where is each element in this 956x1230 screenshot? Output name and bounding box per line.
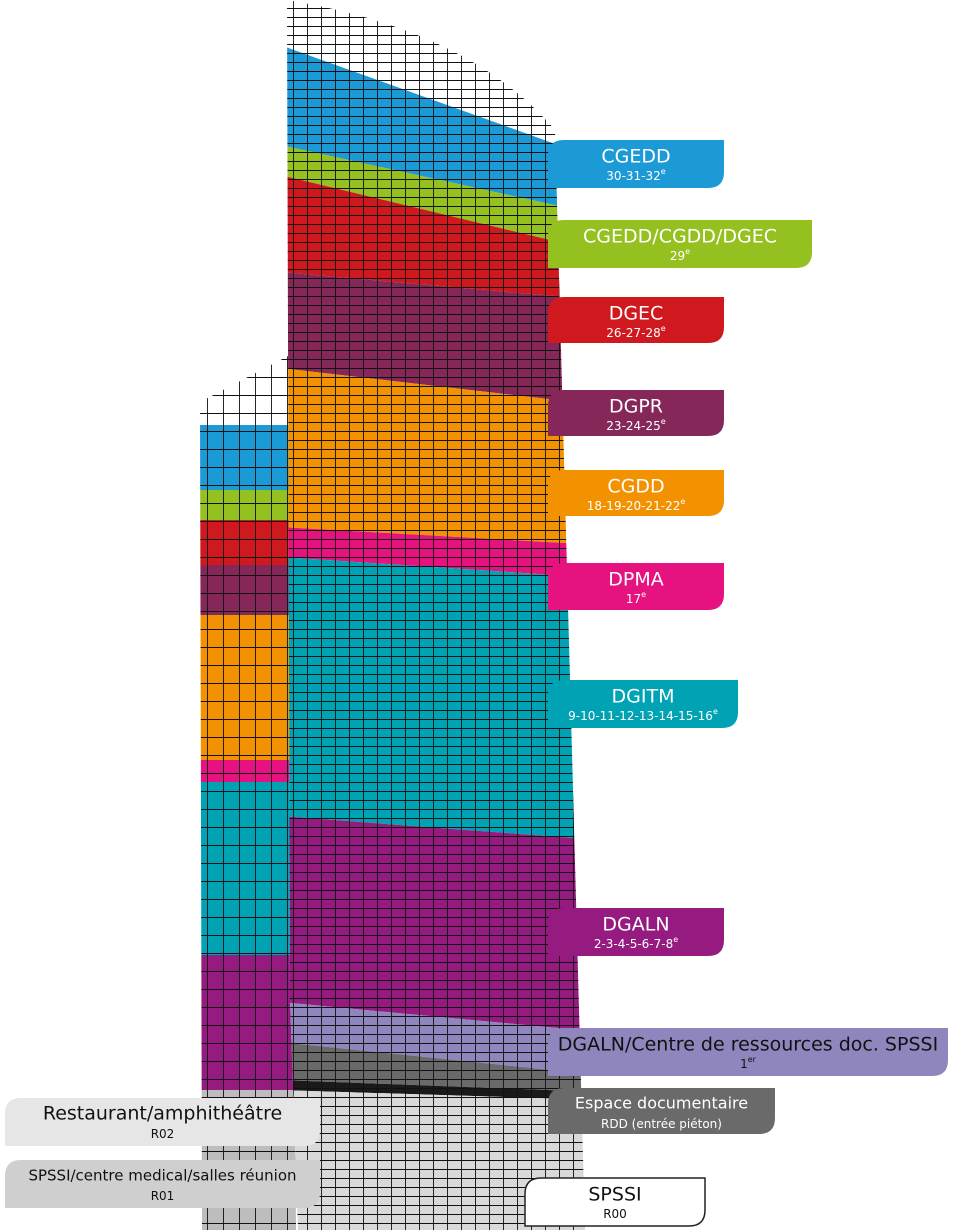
- floor-suffix: e: [641, 590, 646, 599]
- floors: 9-10-11-12-13-14-15-16: [568, 709, 713, 723]
- label-name: SPSSI/centre medical/salles réunion: [28, 1167, 296, 1185]
- left-wing: [190, 340, 300, 1230]
- label-floors: 9-10-11-12-13-14-15-16e: [568, 707, 718, 723]
- floor-suffix: e: [680, 497, 685, 506]
- label-name: CGEDD/CGDD/DGEC: [583, 226, 777, 248]
- label-name: CGEDD: [601, 146, 670, 168]
- floors: 29: [670, 249, 685, 263]
- floors: RDD (entrée piéton): [601, 1117, 722, 1131]
- label-name: DGALN: [602, 914, 669, 936]
- label-name: DGPR: [609, 396, 663, 418]
- floor-suffix: e: [661, 324, 666, 333]
- label-name: DPMA: [608, 569, 663, 591]
- label-floors: 30-31-32e: [606, 167, 665, 183]
- floor-suffix: er: [748, 1055, 757, 1064]
- label-floors: R01: [151, 1189, 175, 1203]
- floors: 26-27-28: [606, 326, 660, 340]
- label-name: DGEC: [609, 303, 664, 325]
- label-name: DGITM: [612, 686, 675, 708]
- label-name: SPSSI: [588, 1184, 641, 1206]
- building-diagram: CGEDD30-31-32eCGEDD/CGDD/DGEC29eDGEC26-2…: [0, 0, 956, 1230]
- floor-suffix: e: [673, 935, 678, 944]
- label-name: Restaurant/amphithéâtre: [43, 1103, 282, 1125]
- floor-suffix: e: [661, 417, 666, 426]
- label-floors: 18-19-20-21-22e: [587, 497, 686, 513]
- label-floors: 23-24-25e: [606, 417, 665, 433]
- floors: 30-31-32: [606, 169, 660, 183]
- label-floors: 2-3-4-5-6-7-8e: [594, 935, 678, 951]
- floors: R01: [151, 1189, 175, 1203]
- floors: 17: [626, 592, 641, 606]
- floors: 18-19-20-21-22: [587, 499, 681, 513]
- floors: 23-24-25: [606, 419, 660, 433]
- label-name: Espace documentaire: [575, 1094, 748, 1113]
- floors: 2-3-4-5-6-7-8: [594, 937, 673, 951]
- floor-suffix: e: [661, 167, 666, 176]
- floor-suffix: e: [685, 247, 690, 256]
- label-floors: R02: [151, 1127, 175, 1141]
- label-floors: R00: [603, 1207, 627, 1221]
- floor-suffix: e: [713, 707, 718, 716]
- label-floors: RDD (entrée piéton): [601, 1117, 722, 1131]
- label-name: CGDD: [607, 476, 664, 498]
- floors: 1: [740, 1057, 748, 1071]
- floors: R00: [603, 1207, 627, 1221]
- floors: R02: [151, 1127, 175, 1141]
- label-floors: 26-27-28e: [606, 324, 665, 340]
- label-name: DGALN/Centre de ressources doc. SPSSI: [558, 1034, 938, 1056]
